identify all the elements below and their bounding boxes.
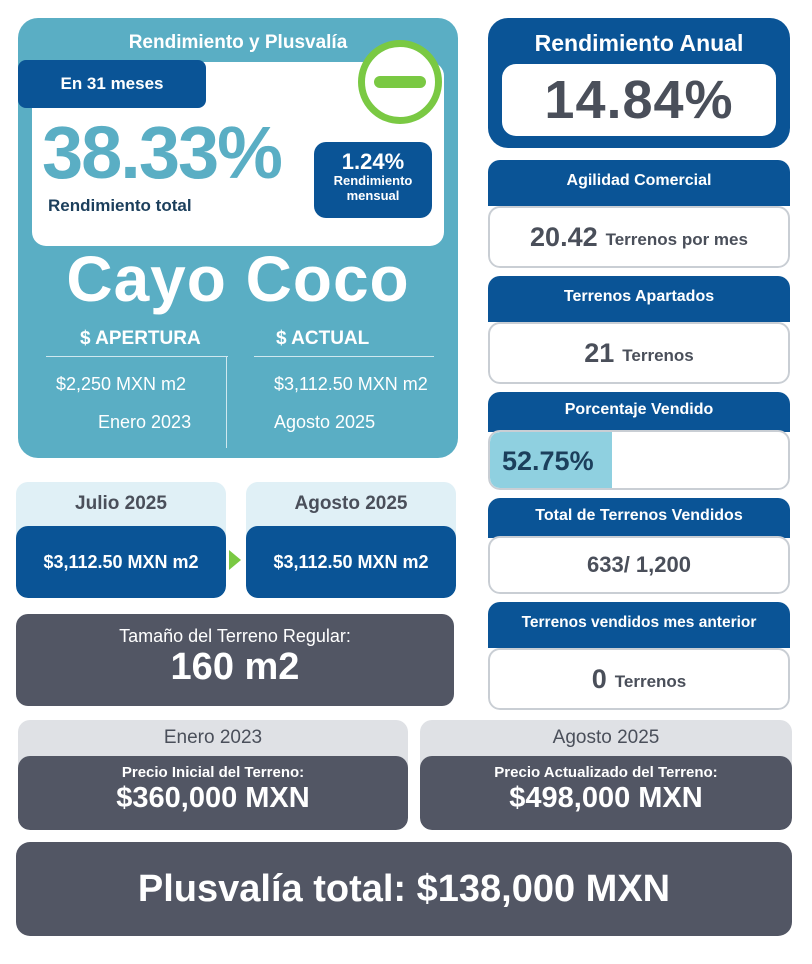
agility-value: 20.42 bbox=[530, 221, 598, 252]
initial-price-value: $360,000 MXN bbox=[116, 782, 310, 814]
lot-size-label: Tamaño del Terreno Regular: bbox=[119, 626, 351, 646]
total-return-label: Rendimiento total bbox=[48, 196, 192, 215]
current-price: $3,112.50 MXN m2 bbox=[274, 374, 428, 394]
last-month-value: 0 bbox=[591, 663, 607, 694]
agility-unit: Terrenos por mes bbox=[605, 230, 748, 249]
total-return-value: 38.33% bbox=[42, 111, 283, 194]
updated-price-label: Precio Actualizado del Terreno: bbox=[494, 764, 718, 781]
reserved-value: 21 bbox=[584, 337, 615, 368]
last-month-unit: Terrenos bbox=[614, 672, 687, 691]
sold-percentage-value: 52.75% bbox=[502, 446, 594, 476]
total-sold-card: Total de Terrenos Vendidos 633/ 1,200 bbox=[488, 498, 790, 594]
current-header: $ ACTUAL bbox=[276, 328, 370, 349]
agility-title: Agilidad Comercial bbox=[488, 160, 790, 206]
sold-percentage-fill bbox=[490, 432, 613, 488]
lot-size-value: 160 m2 bbox=[170, 646, 300, 688]
sold-percentage-title: Porcentaje Vendido bbox=[488, 392, 790, 432]
current-month-label: Agosto 2025 bbox=[294, 493, 408, 514]
annual-return-card: Rendimiento Anual 14.84% bbox=[488, 18, 790, 148]
initial-price-date: Enero 2023 bbox=[163, 727, 263, 748]
performance-card: Rendimiento y Plusvalía En 31 meses 38.3… bbox=[18, 18, 458, 458]
previous-month-label: Julio 2025 bbox=[75, 493, 167, 514]
updated-price-date: Agosto 2025 bbox=[552, 727, 660, 748]
divider bbox=[254, 356, 434, 357]
annual-return-value: 14.84% bbox=[502, 64, 776, 136]
reserved-unit: Terrenos bbox=[622, 346, 694, 365]
opening-date: Enero 2023 bbox=[98, 412, 192, 432]
monthly-return-box: 1.24% Rendimiento mensual bbox=[314, 142, 432, 218]
initial-price-card: Enero 2023 Precio Inicial del Terreno: $… bbox=[18, 720, 408, 830]
monthly-return-label-1: Rendimiento bbox=[333, 173, 413, 189]
last-month-title: Terrenos vendidos mes anterior bbox=[488, 602, 790, 648]
total-sold-value: 633/ 1,200 bbox=[587, 552, 691, 577]
monthly-return-label-2: mensual bbox=[346, 188, 400, 204]
monthly-return-value: 1.24% bbox=[341, 149, 405, 174]
minus-circle-icon bbox=[358, 40, 442, 124]
months-badge: En 31 meses bbox=[18, 60, 206, 108]
current-month-card: Agosto 2025 $3,112.50 MXN m2 bbox=[246, 482, 456, 598]
agility-card: Agilidad Comercial 20.42 Terrenos por me… bbox=[488, 160, 790, 268]
last-month-card: Terrenos vendidos mes anterior 0 Terreno… bbox=[488, 602, 790, 710]
divider bbox=[226, 356, 227, 448]
lot-size-card: Tamaño del Terreno Regular: 160 m2 bbox=[16, 614, 454, 706]
sold-percentage-card: Porcentaje Vendido 52.75% bbox=[488, 392, 790, 490]
previous-month-price: $3,112.50 MXN m2 bbox=[16, 526, 226, 598]
performance-title: Rendimiento y Plusvalía bbox=[128, 32, 348, 53]
current-date: Agosto 2025 bbox=[274, 412, 376, 432]
current-month-price: $3,112.50 MXN m2 bbox=[246, 526, 456, 598]
arrow-right-icon bbox=[229, 550, 241, 570]
total-gain-banner: Plusvalía total: $138,000 MXN bbox=[16, 842, 792, 936]
divider bbox=[46, 356, 228, 357]
reserved-card: Terrenos Apartados 21 Terrenos bbox=[488, 276, 790, 384]
opening-price: $2,250 MXN m2 bbox=[56, 374, 187, 394]
project-name: Cayo Coco bbox=[66, 243, 410, 315]
updated-price-value: $498,000 MXN bbox=[509, 782, 703, 814]
opening-header: $ APERTURA bbox=[80, 328, 201, 349]
previous-month-card: Julio 2025 $3,112.50 MXN m2 bbox=[16, 482, 226, 598]
annual-return-title: Rendimiento Anual bbox=[534, 30, 744, 56]
total-sold-title: Total de Terrenos Vendidos bbox=[488, 498, 790, 538]
sold-percentage-bar: 52.75% bbox=[488, 430, 790, 490]
initial-price-label: Precio Inicial del Terreno: bbox=[121, 764, 305, 781]
updated-price-card: Agosto 2025 Precio Actualizado del Terre… bbox=[420, 720, 792, 830]
reserved-title: Terrenos Apartados bbox=[488, 276, 790, 322]
